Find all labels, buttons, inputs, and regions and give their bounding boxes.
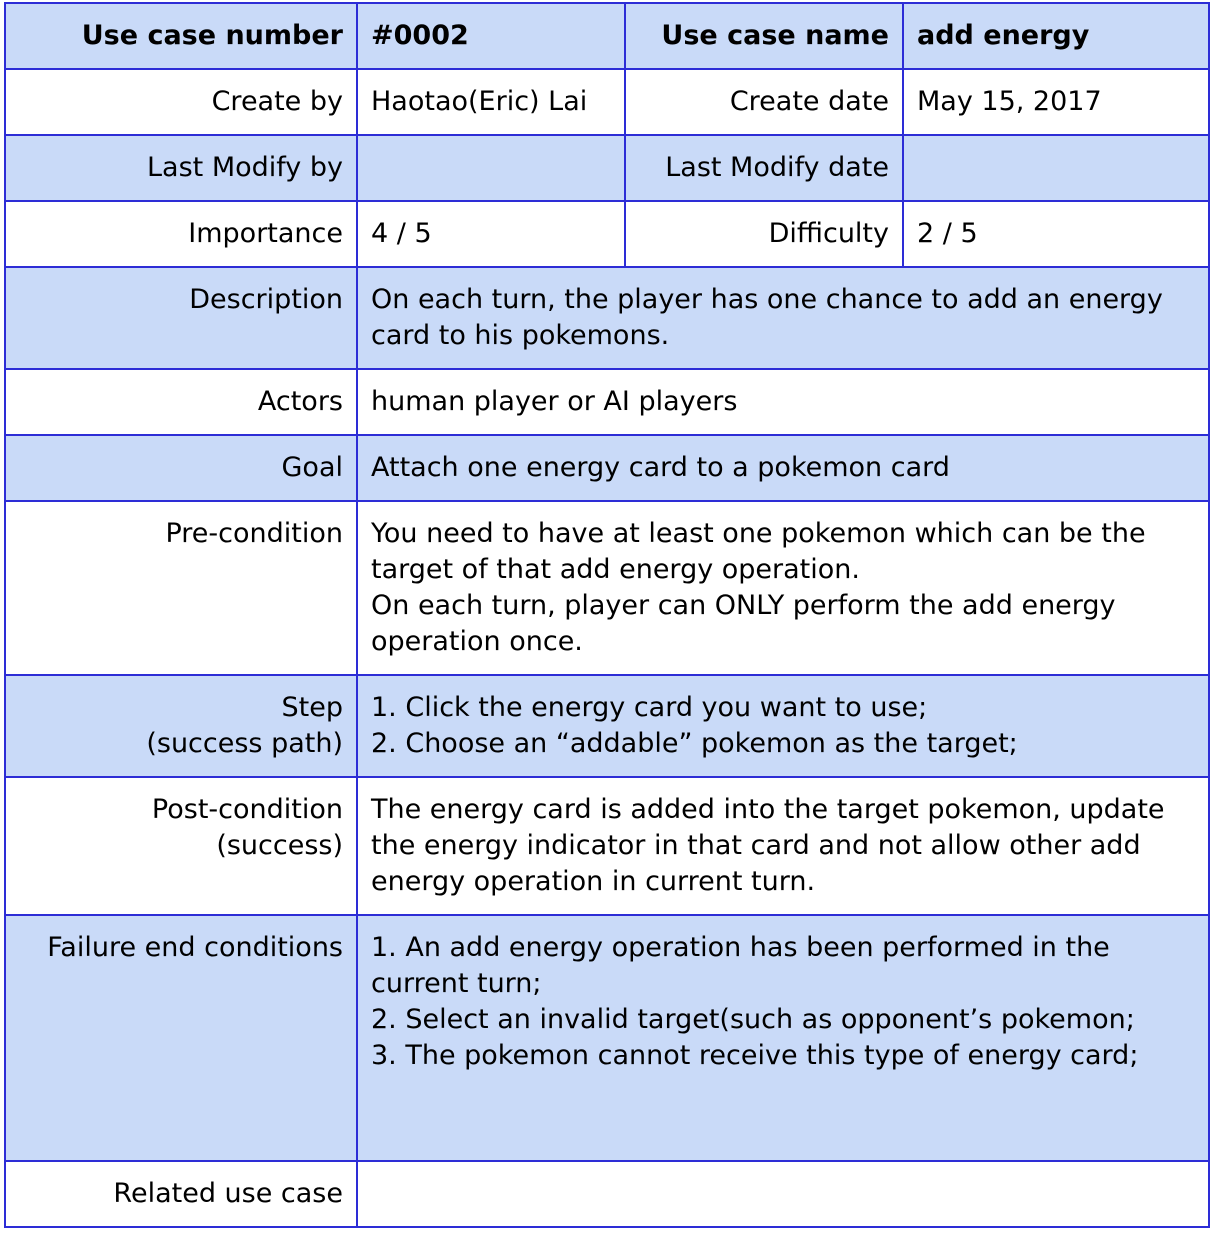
description-value: On each turn, the player has one chance … bbox=[356, 266, 1210, 370]
precondition-value: You need to have at least one pokemon wh… bbox=[356, 500, 1210, 676]
postcondition-row: Post-condition (success) The energy card… bbox=[4, 776, 1210, 916]
last-modify-date-value bbox=[902, 134, 1210, 202]
actors-value: human player or AI players bbox=[356, 368, 1210, 436]
last-modify-by-value bbox=[356, 134, 626, 202]
postcondition-label: Post-condition (success) bbox=[4, 776, 358, 916]
actors-label: Actors bbox=[4, 368, 358, 436]
last-modify-row: Last Modify by Last Modify date bbox=[4, 134, 1210, 202]
step-row: Step (success path) 1. Click the energy … bbox=[4, 674, 1210, 778]
difficulty-label: Difficulty bbox=[624, 200, 904, 268]
description-row: Description On each turn, the player has… bbox=[4, 266, 1210, 370]
importance-label: Importance bbox=[4, 200, 358, 268]
related-row: Related use case bbox=[4, 1160, 1210, 1228]
create-date-label: Create date bbox=[624, 68, 904, 136]
difficulty-value: 2 / 5 bbox=[902, 200, 1210, 268]
precondition-label: Pre-condition bbox=[4, 500, 358, 676]
create-date-value: May 15, 2017 bbox=[902, 68, 1210, 136]
failure-row: Failure end conditions 1. An add energy … bbox=[4, 914, 1210, 1162]
precondition-row: Pre-condition You need to have at least … bbox=[4, 500, 1210, 676]
use-case-number-label: Use case number bbox=[4, 2, 358, 70]
failure-label: Failure end conditions bbox=[4, 914, 358, 1162]
use-case-name-label: Use case name bbox=[624, 2, 904, 70]
use-case-name-value: add energy bbox=[902, 2, 1210, 70]
importance-value: 4 / 5 bbox=[356, 200, 626, 268]
last-modify-by-label: Last Modify by bbox=[4, 134, 358, 202]
description-label: Description bbox=[4, 266, 358, 370]
create-by-value: Haotao(Eric) Lai bbox=[356, 68, 626, 136]
use-case-number-value: #0002 bbox=[356, 2, 626, 70]
related-value bbox=[356, 1160, 1210, 1228]
goal-label: Goal bbox=[4, 434, 358, 502]
step-label: Step (success path) bbox=[4, 674, 358, 778]
step-value: 1. Click the energy card you want to use… bbox=[356, 674, 1210, 778]
use-case-table: Use case number #0002 Use case name add … bbox=[4, 2, 1210, 1228]
goal-row: Goal Attach one energy card to a pokemon… bbox=[4, 434, 1210, 502]
failure-value: 1. An add energy operation has been perf… bbox=[356, 914, 1210, 1162]
header-row: Use case number #0002 Use case name add … bbox=[4, 2, 1210, 70]
related-label: Related use case bbox=[4, 1160, 358, 1228]
postcondition-value: The energy card is added into the target… bbox=[356, 776, 1210, 916]
importance-row: Importance 4 / 5 Difficulty 2 / 5 bbox=[4, 200, 1210, 268]
actors-row: Actors human player or AI players bbox=[4, 368, 1210, 436]
last-modify-date-label: Last Modify date bbox=[624, 134, 904, 202]
create-by-label: Create by bbox=[4, 68, 358, 136]
create-row: Create by Haotao(Eric) Lai Create date M… bbox=[4, 68, 1210, 136]
goal-value: Attach one energy card to a pokemon card bbox=[356, 434, 1210, 502]
